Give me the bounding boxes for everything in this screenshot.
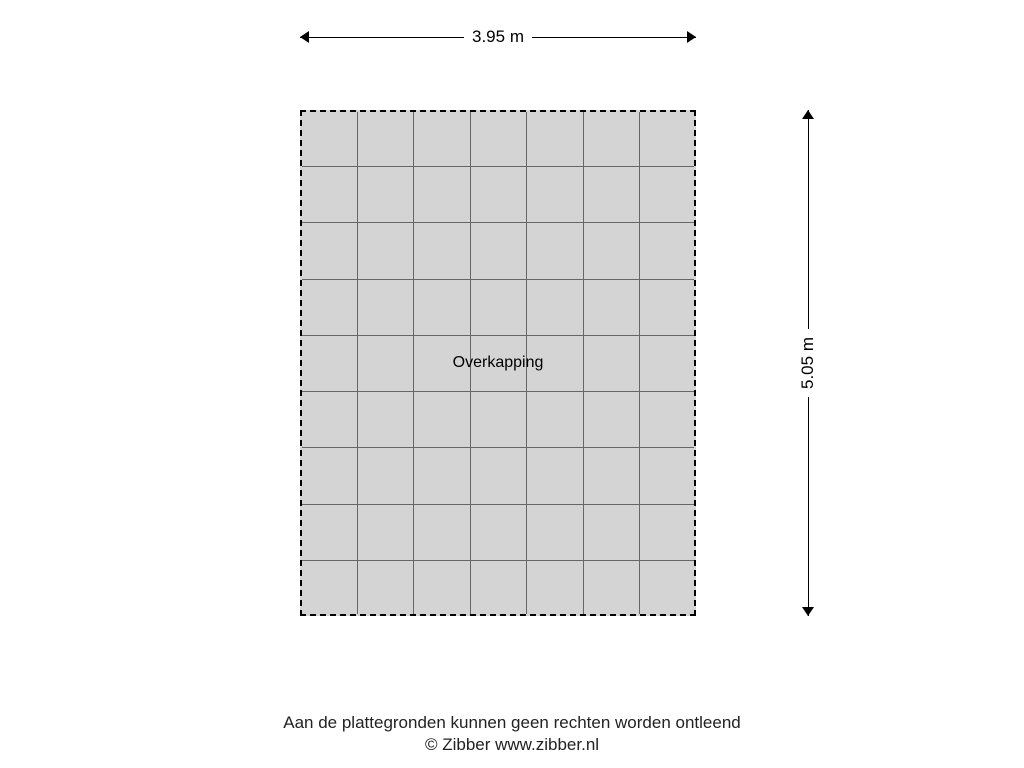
disclaimer-text: Aan de plattegronden kunnen geen rechten… <box>0 712 1024 734</box>
room-label: Overkapping <box>453 354 544 372</box>
disclaimer-footer: Aan de plattegronden kunnen geen rechten… <box>0 712 1024 756</box>
dimension-width-label: 3.95 m <box>464 27 532 47</box>
copyright-text: © Zibber www.zibber.nl <box>0 734 1024 756</box>
floorplan-canvas: Overkapping 3.95 m 5.05 m Aan de platteg… <box>0 0 1024 768</box>
dimension-height-label: 5.05 m <box>798 329 818 397</box>
